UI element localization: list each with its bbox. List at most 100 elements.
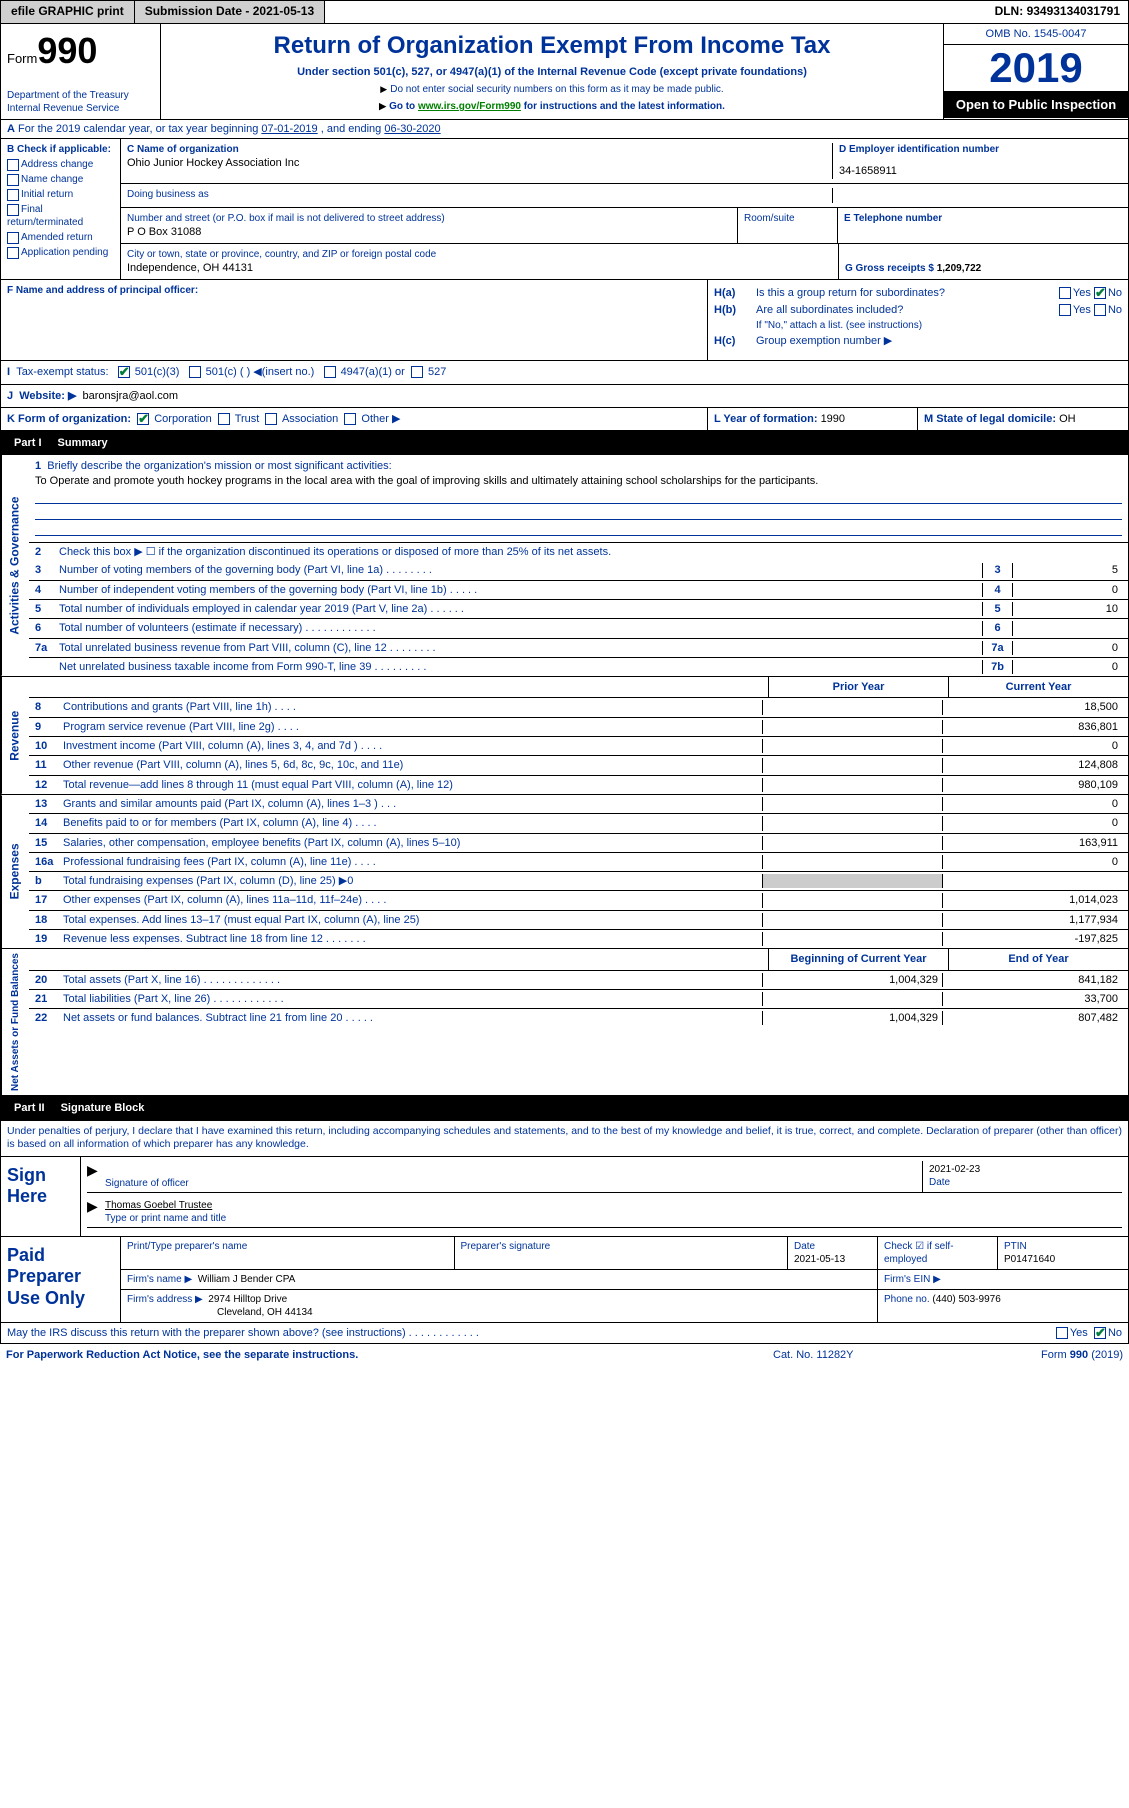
chk-527[interactable]: 527 xyxy=(411,366,446,378)
line-exp: 13 Grants and similar amounts paid (Part… xyxy=(29,795,1128,814)
e-phone-lbl: E Telephone number xyxy=(844,212,1122,225)
chk-assoc[interactable]: Association xyxy=(265,413,338,425)
line2: 2Check this box ▶ ☐ if the organization … xyxy=(29,543,1128,561)
col-l: L Year of formation: 1990 xyxy=(708,408,918,430)
tax-year: 2019 xyxy=(944,45,1128,91)
part1-body: Activities & Governance 1 Briefly descri… xyxy=(0,455,1129,1096)
line-net: 20 Total assets (Part X, line 16) . . . … xyxy=(29,971,1128,990)
city-value: Independence, OH 44131 xyxy=(127,261,832,275)
website-value: baronsjra@aol.com xyxy=(83,390,179,402)
sign-here-row: Sign Here ▶ Signature of officer 2021-02… xyxy=(1,1156,1128,1236)
form-number: Form990 xyxy=(7,28,154,75)
col-h: H(a) Is this a group return for subordin… xyxy=(708,280,1128,360)
line-exp: 16a Professional fundraising fees (Part … xyxy=(29,853,1128,872)
declaration-text: Under penalties of perjury, I declare th… xyxy=(1,1121,1128,1156)
note-goto: Go to www.irs.gov/Form990 for instructio… xyxy=(171,100,933,113)
line-rev: 9 Program service revenue (Part VIII, li… xyxy=(29,718,1128,737)
sidebar-netassets: Net Assets or Fund Balances xyxy=(1,949,29,1095)
sign-here-label: Sign Here xyxy=(1,1157,81,1236)
chk-4947[interactable]: 4947(a)(1) or xyxy=(324,366,405,378)
address-value: P O Box 31088 xyxy=(127,225,731,239)
room-lbl: Room/suite xyxy=(738,208,838,243)
discuss-row: May the IRS discuss this return with the… xyxy=(1,1322,1128,1343)
open-to-public: Open to Public Inspection xyxy=(944,91,1128,119)
omb-number: OMB No. 1545-0047 xyxy=(944,24,1128,45)
line-rev: 11 Other revenue (Part VIII, column (A),… xyxy=(29,756,1128,775)
note-ssn: Do not enter social security numbers on … xyxy=(171,83,933,96)
footer: For Paperwork Reduction Act Notice, see … xyxy=(0,1344,1129,1366)
efile-btn[interactable]: efile GRAPHIC print xyxy=(1,1,135,23)
col-m: M State of legal domicile: OH xyxy=(918,408,1128,430)
sidebar-expenses: Expenses xyxy=(1,795,29,948)
line-ag: 7a Total unrelated business revenue from… xyxy=(29,639,1128,658)
chk-501c[interactable]: 501(c) ( ) ◀(insert no.) xyxy=(189,366,315,378)
ein-value: 34-1658911 xyxy=(839,164,1122,178)
hb-no[interactable]: No xyxy=(1094,303,1122,317)
line-ag: 5 Total number of individuals employed i… xyxy=(29,600,1128,619)
row-a: A For the 2019 calendar year, or tax yea… xyxy=(0,120,1129,139)
line-net: 22 Net assets or fund balances. Subtract… xyxy=(29,1009,1128,1027)
dept-treasury: Department of the Treasury Internal Reve… xyxy=(7,89,154,115)
chk-other[interactable]: Other ▶ xyxy=(344,413,400,425)
chk-corp[interactable]: Corporation xyxy=(137,413,212,425)
chk-name-change[interactable]: Name change xyxy=(7,173,114,186)
top-bar: efile GRAPHIC print Submission Date - 20… xyxy=(0,0,1129,24)
line-exp: b Total fundraising expenses (Part IX, c… xyxy=(29,872,1128,891)
part2-body: Under penalties of perjury, I declare th… xyxy=(0,1121,1129,1345)
spacer xyxy=(325,10,986,14)
section-i: I Tax-exempt status: 501(c)(3) 501(c) ( … xyxy=(0,361,1129,384)
col-b-header: B Check if applicable: xyxy=(7,143,114,156)
chk-self-employed[interactable]: Check ☑ if self-employed xyxy=(878,1237,998,1269)
section-bcde: B Check if applicable: Address change Na… xyxy=(0,139,1129,280)
efile-label: efile GRAPHIC xyxy=(11,4,94,18)
line-exp: 14 Benefits paid to or for members (Part… xyxy=(29,814,1128,833)
header-right: OMB No. 1545-0047 2019 Open to Public In… xyxy=(943,24,1128,119)
discuss-yes[interactable]: Yes xyxy=(1056,1326,1088,1340)
submission-date-box: Submission Date - 2021-05-13 xyxy=(135,1,325,23)
chk-amended[interactable]: Amended return xyxy=(7,231,114,244)
chk-initial-return[interactable]: Initial return xyxy=(7,188,114,201)
chk-final-return[interactable]: Final return/terminated xyxy=(7,203,114,229)
irs-link[interactable]: www.irs.gov/Form990 xyxy=(418,101,521,112)
discuss-no[interactable]: No xyxy=(1094,1326,1122,1340)
print-label: print xyxy=(97,4,124,18)
col-current: Current Year xyxy=(948,677,1128,697)
mission-text: To Operate and promote youth hockey prog… xyxy=(35,474,1122,488)
line-ag: 4 Number of independent voting members o… xyxy=(29,581,1128,600)
line-rev: 10 Investment income (Part VIII, column … xyxy=(29,737,1128,756)
chk-501c3[interactable]: 501(c)(3) xyxy=(118,366,180,378)
ha-yes[interactable]: Yes xyxy=(1059,286,1091,300)
col-k: K Form of organization: Corporation Trus… xyxy=(1,408,708,430)
sig-officer-lbl: Signature of officer xyxy=(105,1161,922,1192)
section-j: J Website: ▶ baronsjra@aol.com xyxy=(0,385,1129,408)
chk-application[interactable]: Application pending xyxy=(7,246,114,259)
header-left: Form990 Department of the Treasury Inter… xyxy=(1,24,161,119)
org-name: Ohio Junior Hockey Association Inc xyxy=(127,156,832,170)
col-begin: Beginning of Current Year xyxy=(768,949,948,969)
col-prior: Prior Year xyxy=(768,677,948,697)
form-version: Form 990 (2019) xyxy=(973,1348,1123,1362)
c-name-row: C Name of organization Ohio Junior Hocke… xyxy=(121,139,1128,183)
c-dba: Doing business as xyxy=(121,184,1128,208)
line-exp: 19 Revenue less expenses. Subtract line … xyxy=(29,930,1128,948)
c-city-row: City or town, state or province, country… xyxy=(121,244,1128,279)
line-ag: 6 Total number of volunteers (estimate i… xyxy=(29,619,1128,638)
col-c: C Name of organization Ohio Junior Hocke… xyxy=(121,139,1128,279)
sidebar-revenue: Revenue xyxy=(1,677,29,794)
chk-trust[interactable]: Trust xyxy=(218,413,260,425)
line-exp: 18 Total expenses. Add lines 13–17 (must… xyxy=(29,911,1128,930)
col-b: B Check if applicable: Address change Na… xyxy=(1,139,121,279)
section-klm: K Form of organization: Corporation Trus… xyxy=(0,408,1129,431)
line-ag: 3 Number of voting members of the govern… xyxy=(29,561,1128,580)
cat-no: Cat. No. 11282Y xyxy=(773,1348,973,1362)
sig-date: 2021-02-23Date xyxy=(922,1161,1122,1192)
form-header: Form990 Department of the Treasury Inter… xyxy=(0,24,1129,120)
chk-address-change[interactable]: Address change xyxy=(7,158,114,171)
part2-header: Part II Signature Block xyxy=(0,1096,1129,1120)
d-ein-lbl: D Employer identification number xyxy=(839,143,1122,156)
hb-yes[interactable]: Yes xyxy=(1059,303,1091,317)
dln-box: DLN: 93493134031791 xyxy=(987,2,1128,22)
col-end: End of Year xyxy=(948,949,1128,969)
line-rev: 12 Total revenue—add lines 8 through 11 … xyxy=(29,776,1128,794)
ha-no[interactable]: No xyxy=(1094,286,1122,300)
